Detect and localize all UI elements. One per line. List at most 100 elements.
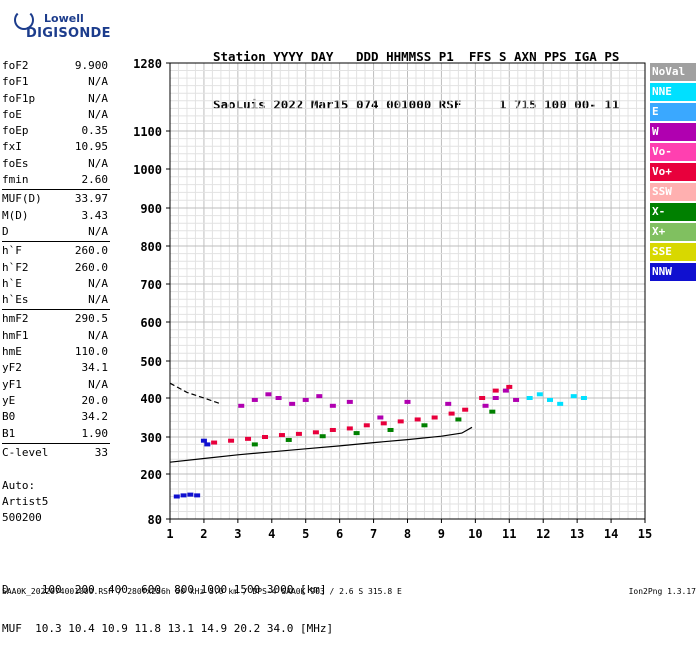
legend-item-xplus: X+	[650, 222, 696, 242]
echo-point-voplus	[211, 440, 218, 445]
param-row: C-level 33	[2, 445, 110, 461]
echo-point-w	[265, 392, 272, 397]
echo-point-voplus	[479, 396, 486, 400]
x-tick-label: 10	[468, 527, 482, 541]
x-tick-label: 11	[502, 527, 516, 541]
param-separator	[2, 309, 110, 311]
profile-curves	[169, 382, 473, 463]
legend-item-noval: NoVal	[650, 63, 696, 82]
param-name: foEp	[2, 124, 29, 138]
echo-point-w	[513, 397, 520, 402]
param-value: 33	[94, 445, 108, 459]
file-info: SAA0K_2022074001000.RSF / 280fx256h 50 k…	[2, 587, 402, 596]
echo-point-voplus	[228, 438, 235, 443]
echo-point-nne	[570, 394, 577, 399]
param-value: 3.43	[81, 208, 109, 222]
legend-item-vominus: Vo-	[650, 142, 696, 162]
echo-point-xminus	[489, 409, 496, 414]
y-tick-label: 700	[140, 278, 162, 292]
echo-point-xminus	[387, 427, 394, 432]
echo-point-w	[238, 403, 245, 408]
y-tick-label: 500	[140, 355, 162, 369]
param-row: foF1p N/A	[2, 91, 110, 107]
lowell-logo: Lowell DIGISONDE	[4, 6, 111, 48]
echo-point-voplus	[295, 431, 302, 436]
x-tick-label: 14	[604, 527, 618, 541]
param-value: 34.1	[81, 361, 109, 375]
auto-label: Auto:	[2, 479, 36, 492]
echo-point-voplus	[245, 436, 252, 441]
echo-point-xminus	[285, 437, 292, 442]
x-tick-label: 13	[570, 527, 584, 541]
x-tick-labels: 1 2 3 4 5 6 7 8 9 10 11 12 13 14 15	[166, 519, 652, 541]
profile-dashed-trace	[169, 382, 222, 405]
param-row: yF1 N/A	[2, 377, 110, 393]
param-value: N/A	[88, 156, 108, 170]
echo-point-voplus	[363, 423, 370, 428]
muf-table: D 100 200 400 600 800 1000 1500 3000 [km…	[2, 557, 333, 648]
param-value: N/A	[88, 377, 108, 391]
param-value: 9.900	[74, 59, 108, 72]
distance-row: D 100 200 400 600 800 1000 1500 3000 [km…	[2, 583, 327, 596]
param-row: h`F2 260.0	[2, 260, 110, 276]
param-name: yF1	[2, 377, 22, 391]
param-value: 260.0	[74, 260, 108, 274]
echo-point-nne	[557, 401, 564, 406]
y-tick-label: 400	[140, 392, 162, 406]
echo-point-voplus	[262, 435, 268, 439]
legend-item-nne: NNE	[650, 82, 696, 102]
echo-point-xminus	[421, 423, 428, 428]
x-tick-label: 4	[268, 527, 275, 541]
echo-point-nnw	[200, 438, 207, 443]
param-value: N/A	[88, 224, 108, 238]
param-row: yF2 34.1	[2, 360, 110, 376]
auto-program: Artist5	[2, 495, 49, 508]
header-row-labels: Station YYYY DAY DDD HHMMSS P1 FFS S AXN…	[213, 49, 620, 64]
echo-point-nne	[536, 392, 543, 397]
echo-point-voplus	[312, 430, 319, 435]
param-row: B1 1.90	[2, 426, 110, 442]
legend-item-nnw: NNW	[650, 262, 696, 282]
x-tick-label: 3	[234, 527, 241, 541]
echo-point-w	[346, 399, 353, 404]
param-value: N/A	[88, 107, 108, 121]
y-tick-label: 300	[140, 431, 162, 445]
echo-point-w	[289, 401, 296, 406]
echo-point-w	[275, 396, 282, 400]
x-tick-label: 5	[302, 527, 309, 541]
param-name: hmF1	[2, 328, 29, 342]
x-tick-label: 1	[166, 527, 173, 541]
echo-point-w	[377, 415, 384, 420]
echo-point-w	[316, 394, 323, 399]
echo-point-voplus	[448, 411, 455, 416]
ionogram-chart: 1 2 3 4 5 6 7 8 9 10 11 12 13 14 15 802003004005006007…	[133, 57, 652, 541]
echo-point-nnw	[194, 493, 201, 498]
autoscaling-info: Auto: Artist5 500200	[2, 478, 48, 526]
param-name: h`F2	[2, 260, 29, 274]
param-row: B0 34.2	[2, 409, 110, 425]
x-tick-label: 9	[438, 527, 445, 541]
version-label: Ion2Png 1.3.17	[628, 587, 696, 596]
echo-point-w	[445, 401, 452, 406]
param-row: fxI 10.95	[2, 139, 110, 155]
legend-item-xminus: X-	[650, 202, 696, 222]
param-name: h`F	[2, 244, 22, 258]
echo-point-w	[251, 397, 258, 402]
y-tick-label: 200	[140, 468, 162, 482]
y-tick-label: 1100	[133, 125, 162, 139]
param-value: 10.95	[74, 140, 108, 154]
param-value: 0.35	[81, 124, 109, 138]
param-name: M(D)	[2, 208, 29, 222]
echo-point-voplus	[431, 415, 438, 420]
polarization-legend: NoVal NNE E W Vo- Vo+ SSW X- X+ SSE NNW	[650, 63, 696, 283]
param-separator	[2, 189, 110, 191]
param-value: N/A	[88, 75, 108, 89]
echo-point-xminus	[319, 434, 326, 439]
param-name: B0	[2, 410, 16, 424]
y-tick-label: 80	[148, 513, 162, 527]
param-name: hmE	[2, 345, 22, 359]
x-tick-label: 8	[404, 527, 411, 541]
legend-item-voplus: Vo+	[650, 162, 696, 182]
param-row: hmE 110.0	[2, 344, 110, 360]
echo-point-nnw	[187, 492, 194, 497]
